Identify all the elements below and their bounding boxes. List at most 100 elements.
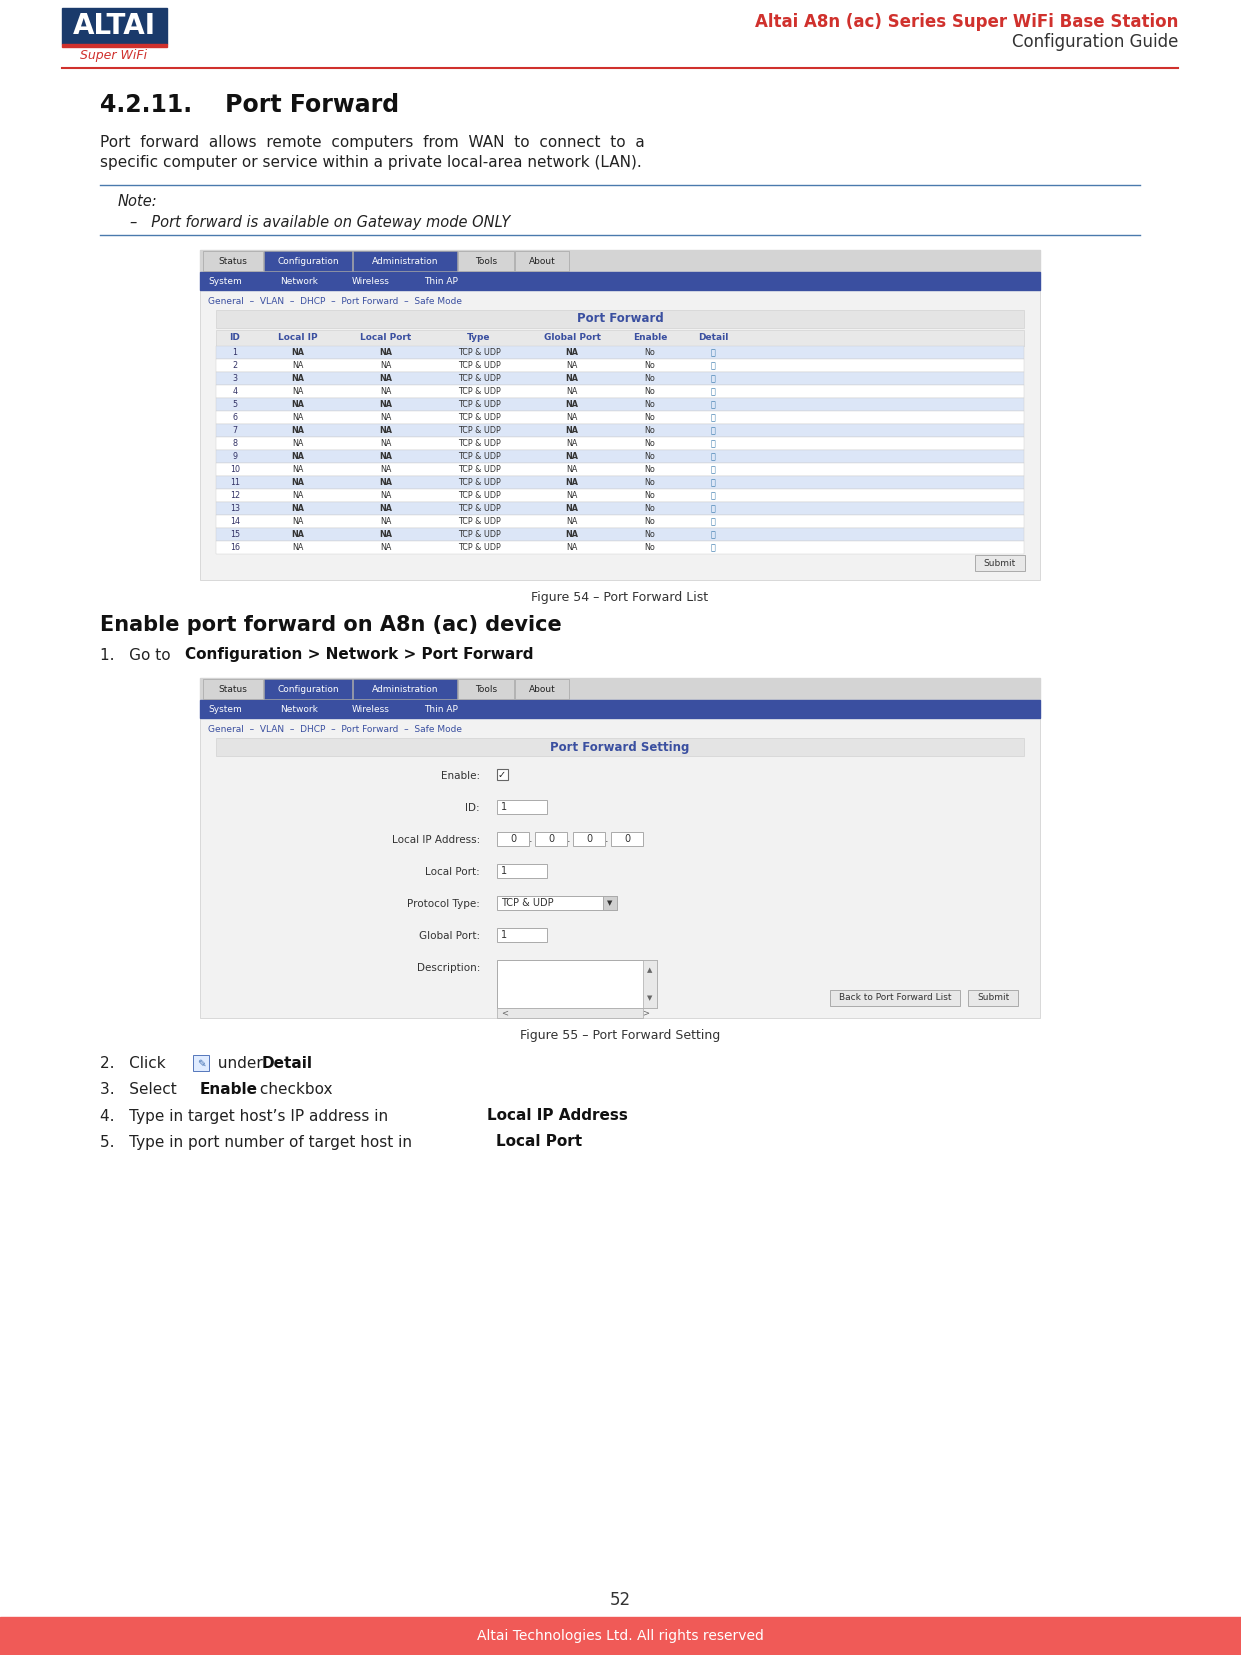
Text: 4.   Type in target host’s IP address in: 4. Type in target host’s IP address in: [101, 1109, 393, 1124]
Text: TCP & UDP: TCP & UDP: [458, 374, 500, 382]
Text: NA: NA: [380, 439, 392, 449]
Text: 2.   Click: 2. Click: [101, 1056, 170, 1071]
Text: NA: NA: [566, 530, 578, 540]
Text: TCP & UDP: TCP & UDP: [458, 414, 500, 422]
Text: NA: NA: [380, 465, 392, 473]
Bar: [216, 386, 1024, 397]
Text: No: No: [644, 387, 655, 396]
Text: NA: NA: [566, 374, 578, 382]
Bar: [216, 437, 1024, 450]
Text: 📝: 📝: [711, 465, 715, 473]
Text: NA: NA: [292, 478, 304, 487]
Text: NA: NA: [566, 361, 578, 371]
Text: Global Port:: Global Port:: [419, 932, 480, 942]
Text: Type: Type: [468, 334, 490, 343]
Text: Note:: Note:: [118, 195, 158, 210]
Text: <: <: [501, 1008, 508, 1018]
Bar: [200, 271, 1040, 290]
Text: Altai Technologies Ltd. All rights reserved: Altai Technologies Ltd. All rights reser…: [477, 1629, 763, 1643]
Text: NA: NA: [380, 452, 392, 462]
Bar: [194, 1054, 208, 1071]
Text: 52: 52: [609, 1590, 630, 1609]
Text: NA: NA: [293, 492, 304, 500]
Text: TCP & UDP: TCP & UDP: [458, 387, 500, 396]
Text: 0: 0: [549, 834, 553, 844]
Text: ▲: ▲: [648, 967, 653, 973]
Text: 📝: 📝: [711, 414, 715, 422]
Text: NA: NA: [293, 361, 304, 371]
Text: Super WiFi: Super WiFi: [81, 50, 148, 63]
Text: NA: NA: [292, 530, 304, 540]
Bar: [216, 477, 1024, 488]
Bar: [200, 679, 1040, 700]
Text: TCP & UDP: TCP & UDP: [458, 361, 500, 371]
Bar: [968, 990, 1018, 1006]
Text: NA: NA: [380, 414, 392, 422]
Text: No: No: [644, 505, 655, 513]
Text: NA: NA: [566, 516, 578, 526]
Text: Wireless: Wireless: [352, 276, 390, 286]
Text: >: >: [642, 1008, 649, 1018]
Text: Port Forward: Port Forward: [577, 313, 664, 326]
Text: NA: NA: [292, 348, 304, 357]
Text: NA: NA: [380, 348, 392, 357]
Text: Status: Status: [218, 685, 247, 693]
Text: TCP & UDP: TCP & UDP: [458, 505, 500, 513]
Text: System: System: [208, 276, 242, 286]
Text: NA: NA: [292, 452, 304, 462]
Text: 16: 16: [230, 543, 240, 553]
Text: 0: 0: [624, 834, 630, 844]
Bar: [458, 679, 514, 698]
Text: TCP & UDP: TCP & UDP: [458, 543, 500, 553]
Text: About: About: [529, 685, 556, 693]
Bar: [611, 832, 643, 846]
Text: 4: 4: [232, 387, 237, 396]
Text: No: No: [644, 361, 655, 371]
Text: 10: 10: [230, 465, 240, 473]
Text: 📝: 📝: [711, 516, 715, 526]
Bar: [216, 488, 1024, 501]
Text: Protocol Type:: Protocol Type:: [407, 899, 480, 909]
Bar: [573, 832, 606, 846]
Text: NA: NA: [293, 516, 304, 526]
Text: 5: 5: [232, 401, 237, 409]
Text: .: .: [529, 834, 532, 844]
Bar: [200, 679, 1040, 1018]
Bar: [216, 372, 1024, 386]
Bar: [204, 252, 263, 271]
Text: Figure 54 – Port Forward List: Figure 54 – Port Forward List: [531, 591, 709, 604]
Text: No: No: [644, 348, 655, 357]
Bar: [216, 528, 1024, 541]
Bar: [515, 252, 570, 271]
Text: NA: NA: [293, 414, 304, 422]
Text: NA: NA: [566, 414, 578, 422]
Text: NA: NA: [292, 425, 304, 435]
Text: Detail: Detail: [697, 334, 728, 343]
Text: NA: NA: [380, 478, 392, 487]
Bar: [216, 309, 1024, 328]
Text: NA: NA: [293, 439, 304, 449]
Bar: [496, 864, 547, 879]
Text: NA: NA: [380, 374, 392, 382]
Text: No: No: [644, 374, 655, 382]
Text: NA: NA: [380, 543, 392, 553]
Text: Configuration: Configuration: [277, 685, 339, 693]
Text: 5.   Type in port number of target host in: 5. Type in port number of target host in: [101, 1134, 417, 1150]
Text: Configuration Guide: Configuration Guide: [1011, 33, 1178, 51]
Text: Altai A8n (ac) Series Super WiFi Base Station: Altai A8n (ac) Series Super WiFi Base St…: [755, 13, 1178, 31]
Text: Local Port: Local Port: [360, 334, 412, 343]
Bar: [216, 424, 1024, 437]
Text: NA: NA: [292, 401, 304, 409]
Text: ▼: ▼: [607, 900, 613, 905]
Text: NA: NA: [292, 374, 304, 382]
Text: ✓: ✓: [498, 770, 506, 780]
Text: TCP & UDP: TCP & UDP: [458, 530, 500, 540]
Text: 📝: 📝: [711, 387, 715, 396]
Text: NA: NA: [566, 465, 578, 473]
Text: 📝: 📝: [711, 452, 715, 462]
Text: –   Port forward is available on Gateway mode ONLY: – Port forward is available on Gateway m…: [130, 215, 510, 230]
Text: No: No: [644, 530, 655, 540]
Text: 9: 9: [232, 452, 237, 462]
Text: General  –  VLAN  –  DHCP  –  Port Forward  –  Safe Mode: General – VLAN – DHCP – Port Forward – S…: [208, 725, 462, 735]
Bar: [496, 1008, 643, 1018]
